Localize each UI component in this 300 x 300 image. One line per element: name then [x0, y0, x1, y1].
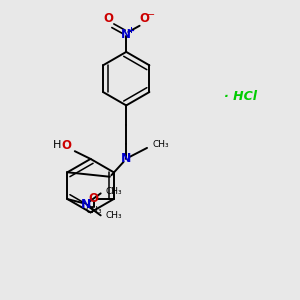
- Text: N: N: [81, 198, 91, 211]
- Text: N: N: [121, 152, 131, 165]
- Text: O: O: [88, 192, 98, 205]
- Text: +: +: [127, 26, 134, 35]
- Text: CH₃: CH₃: [105, 212, 122, 220]
- Text: · HCl: · HCl: [224, 90, 257, 103]
- Text: −: −: [146, 10, 155, 20]
- Text: CH₃: CH₃: [152, 140, 169, 149]
- Text: O: O: [139, 12, 149, 25]
- Text: O: O: [103, 12, 113, 25]
- Text: N: N: [121, 28, 131, 41]
- Text: CH₃: CH₃: [105, 187, 122, 196]
- Text: O: O: [62, 139, 72, 152]
- Text: CH₃: CH₃: [85, 206, 102, 215]
- Text: H: H: [53, 140, 62, 150]
